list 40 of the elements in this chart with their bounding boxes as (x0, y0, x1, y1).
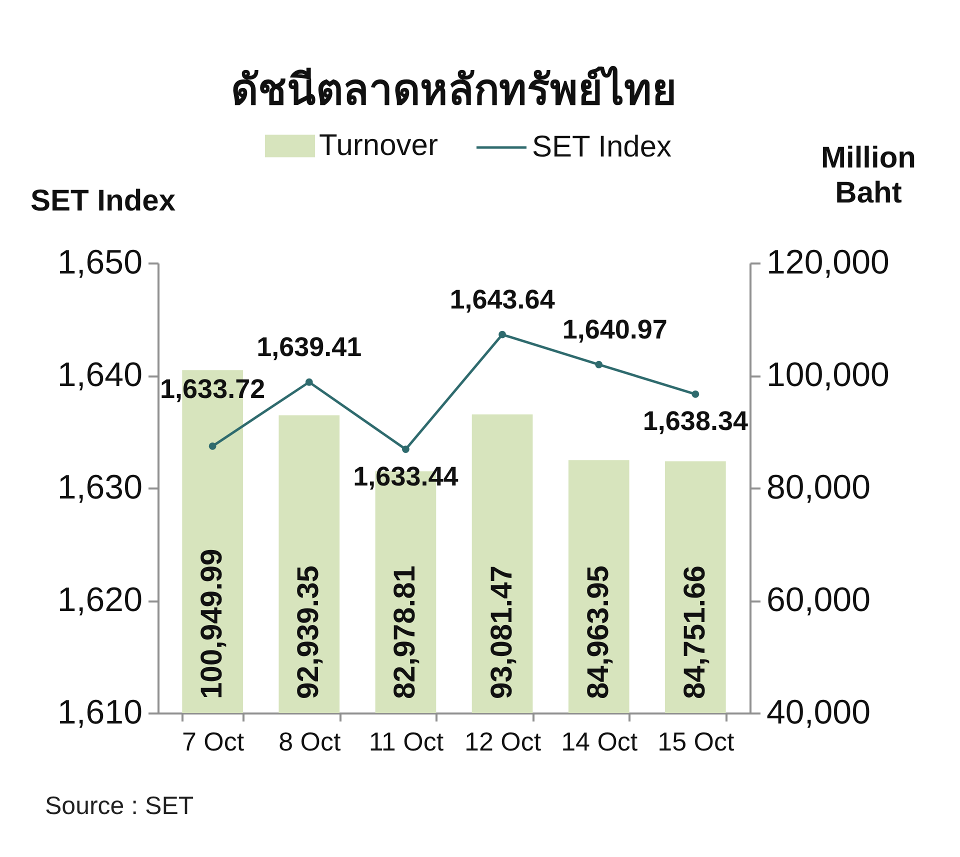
point (595, 360, 603, 368)
data-label: 92,939.35 (292, 566, 326, 699)
y-tick-label: 1,650 (57, 244, 142, 282)
y-tick-label: 1,640 (57, 356, 142, 394)
data-label: 1,640.97 (562, 314, 668, 345)
y2-axis-title: Million Baht (821, 142, 916, 210)
x-tick-label: 14 Oct (561, 726, 638, 756)
data-label: 82,978.81 (388, 566, 422, 699)
data-label: 84,751.66 (678, 566, 712, 699)
y-axis-title: SET Index (30, 184, 176, 218)
data-label: 93,081.47 (485, 566, 518, 699)
y2-tick-label: 120,000 (766, 244, 890, 282)
x-tick-label: 11 Oct (368, 726, 444, 756)
point (498, 330, 506, 338)
y2-tick-label: 80,000 (766, 468, 870, 506)
data-label: 1,633.72 (160, 374, 266, 404)
y2-tick-label: 40,000 (766, 694, 870, 732)
legend-label: Turnover (319, 129, 438, 162)
point (208, 442, 216, 450)
x-tick-label: 15 Oct (658, 726, 736, 756)
data-label: 1,633.44 (353, 461, 458, 492)
y2-tick-label: 60,000 (766, 581, 870, 619)
x-tick-label: 8 Oct (278, 726, 342, 756)
source-note: Source : SET (45, 792, 194, 820)
legend-label: SET Index (532, 130, 672, 164)
x-tick-label: 7 Oct (182, 726, 245, 756)
data-label: 1,638.34 (642, 406, 748, 436)
data-label: 100,949.99 (196, 548, 229, 699)
y-tick-label: 1,610 (57, 694, 142, 732)
data-label: 1,643.64 (450, 284, 555, 315)
x-tick-label: 12 Oct (464, 726, 542, 756)
y-tick-label: 1,630 (57, 468, 142, 506)
data-label: 1,639.41 (256, 332, 362, 362)
y2-tick-label: 100,000 (766, 356, 890, 394)
y-tick-label: 1,620 (57, 581, 142, 619)
data-label: 84,963.95 (582, 566, 615, 699)
point (692, 390, 700, 398)
point (402, 446, 410, 453)
chart-title: ดัชนีตลาดหลักทรัพย์ไทย (231, 65, 677, 113)
point (305, 378, 313, 386)
